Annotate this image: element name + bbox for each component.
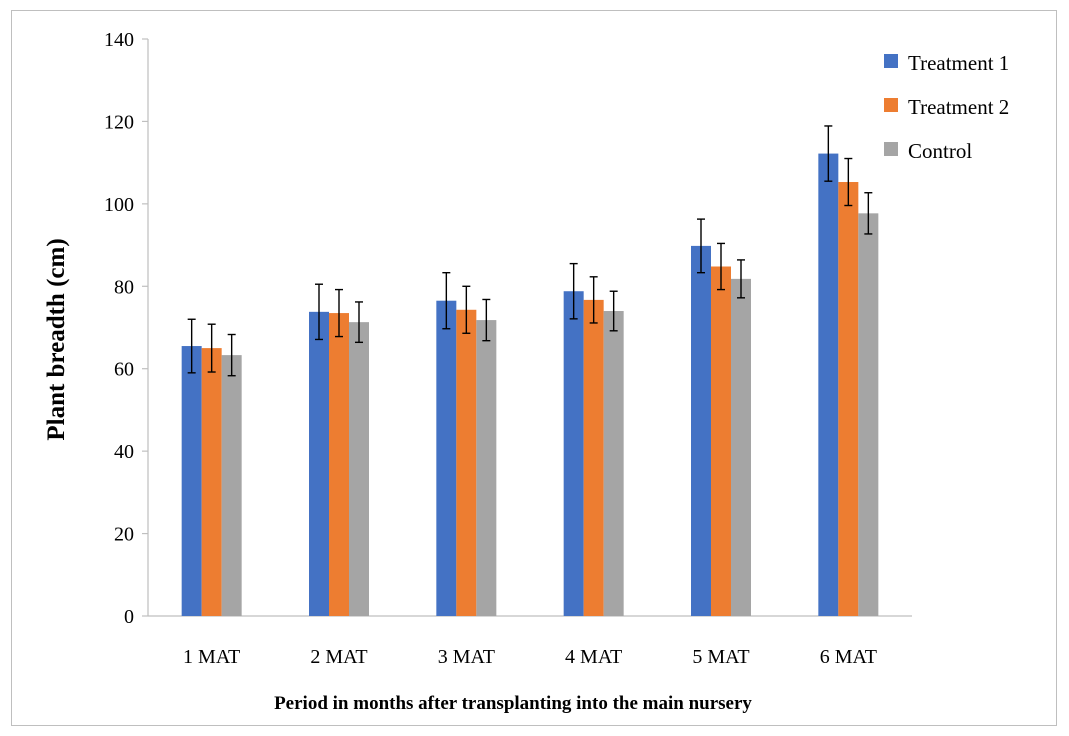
bar [583, 299, 604, 616]
bar [329, 313, 349, 616]
y-tick-label: 120 [104, 111, 134, 133]
bar [476, 320, 497, 616]
chart-frame: 0 20 40 60 80 100 120 140 1 MAT 2 MAT 3 MAT 4 MAT 5… [11, 10, 1057, 726]
bar-chart: 0 20 40 60 80 100 120 140 1 MAT 2 MAT 3 MAT 4 MAT 5… [43, 29, 1009, 714]
y-tick-label: 100 [104, 194, 134, 216]
y-tick-label: 40 [114, 441, 134, 463]
legend: Treatment 1 Treatment 2 Control [884, 51, 1009, 163]
legend-swatch [884, 142, 898, 156]
y-tick-label: 80 [114, 276, 134, 298]
x-tick-label: 5 MAT [692, 646, 749, 668]
x-tick-label: 2 MAT [310, 646, 367, 668]
bar [563, 291, 584, 616]
bar [711, 266, 731, 616]
error-bars-group [187, 125, 873, 377]
x-tick-label: 3 MAT [438, 646, 495, 668]
y-tick-label: 60 [114, 359, 134, 381]
bar [818, 153, 839, 616]
y-axis-title: Plant breadth (cm) [43, 238, 70, 440]
x-tick-label: 1 MAT [183, 646, 240, 668]
x-tick-label: 4 MAT [565, 646, 622, 668]
bar [731, 278, 751, 616]
x-tick-label: 6 MAT [820, 646, 877, 668]
bar [436, 300, 457, 616]
legend-label: Treatment 2 [908, 95, 1009, 119]
legend-label: Treatment 1 [908, 51, 1009, 75]
x-axis-labels: 1 MAT 2 MAT 3 MAT 4 MAT 5 MAT 6 MAT [183, 646, 877, 668]
bar [221, 355, 242, 616]
y-tick-label: 140 [104, 29, 134, 51]
y-axis-ticks: 0 20 40 60 80 100 120 140 [104, 29, 148, 628]
y-tick-label: 0 [124, 606, 134, 628]
bar [691, 245, 711, 616]
legend-label: Control [908, 139, 972, 163]
bar [858, 213, 879, 616]
bar [349, 322, 369, 616]
legend-swatch [884, 54, 898, 68]
legend-swatch [884, 98, 898, 112]
bar [838, 182, 859, 617]
bar [603, 311, 624, 616]
bar [181, 346, 202, 616]
x-axis-title: Period in months after transplanting int… [274, 693, 752, 714]
y-tick-label: 20 [114, 524, 134, 546]
bar [309, 311, 329, 616]
bars-group [181, 153, 879, 617]
bar [201, 348, 222, 616]
bar [456, 309, 477, 616]
